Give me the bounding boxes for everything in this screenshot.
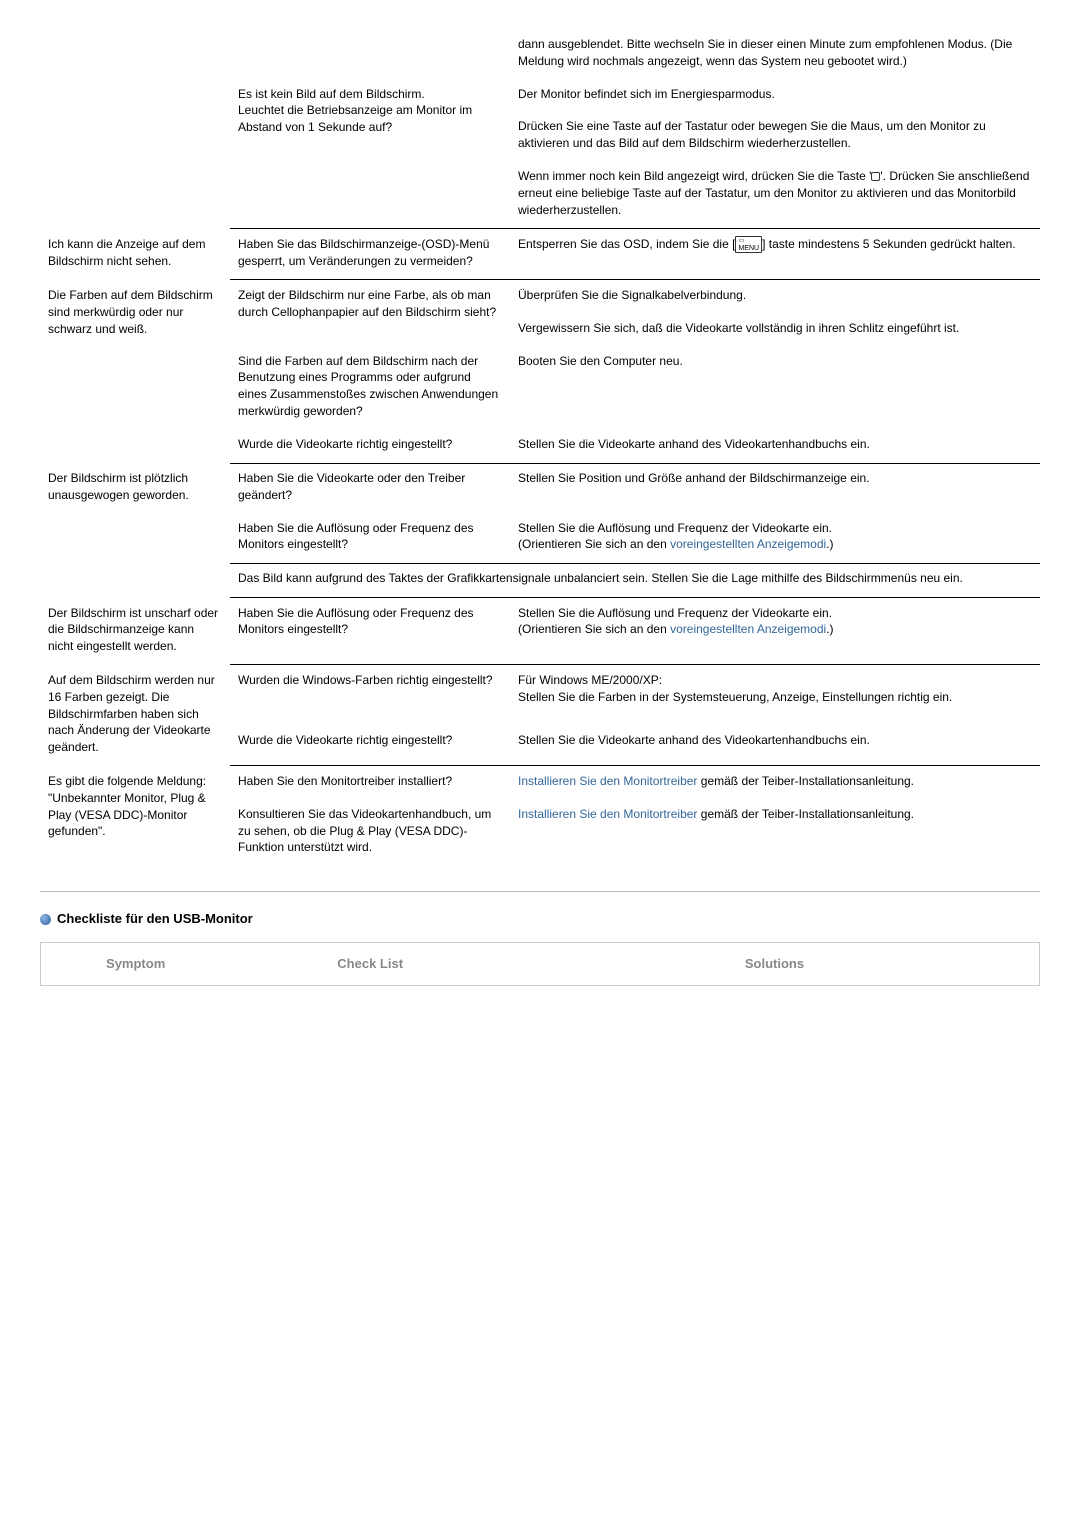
solution-text: Der Monitor befindet sich im Energiespar… — [510, 80, 1040, 113]
symptom-text: Die Farben auf dem Bildschirm sind merkw… — [40, 281, 230, 463]
check-text: Wurde die Videokarte richtig eingestellt… — [230, 430, 510, 463]
solution-text: Vergewissern Sie sich, daß die Videokart… — [510, 314, 1040, 347]
symptom-text: Es gibt die folgende Meldung: "Unbekannt… — [40, 767, 230, 866]
section-heading: Checkliste für den USB-Monitor — [40, 910, 1040, 928]
solution-text: Installieren Sie den Monitortreiber gemä… — [510, 800, 1040, 866]
note-text: Das Bild kann aufgrund des Taktes der Gr… — [230, 564, 1040, 598]
section-divider — [40, 891, 1040, 892]
usb-header-check: Check List — [230, 943, 510, 986]
usb-header-solution: Solutions — [510, 943, 1039, 986]
solution-text: Entsperren Sie das OSD, indem Sie die [▭… — [510, 230, 1040, 280]
check-text: Haben Sie die Videokarte oder den Treibe… — [230, 464, 510, 514]
preset-modes-link[interactable]: voreingestellten Anzeigemodi — [670, 622, 826, 636]
check-text: Haben Sie den Monitortreiber installiert… — [230, 767, 510, 800]
solution-text: Stellen Sie Position und Größe anhand de… — [510, 464, 1040, 514]
solution-text: Stellen Sie die Videokarte anhand des Vi… — [510, 430, 1040, 463]
solution-text: Stellen Sie die Auflösung und Frequenz d… — [510, 514, 1040, 564]
check-text: Es ist kein Bild auf dem Bildschirm. Leu… — [230, 80, 510, 229]
check-text: Sind die Farben auf dem Bildschirm nach … — [230, 347, 510, 430]
symptom-text: Der Bildschirm ist unscharf oder die Bil… — [40, 599, 230, 665]
section-title: Checkliste für den USB-Monitor — [57, 910, 253, 928]
check-text: Haben Sie die Auflösung oder Frequenz de… — [230, 514, 510, 564]
usb-checklist-table: Symptom Check List Solutions — [40, 942, 1040, 986]
symptom-text: Ich kann die Anzeige auf dem Bildschirm … — [40, 230, 230, 280]
symptom-text: Der Bildschirm ist plötzlich unausgewoge… — [40, 464, 230, 597]
check-text: Konsultieren Sie das Videokartenhandbuch… — [230, 800, 510, 866]
install-driver-link[interactable]: Installieren Sie den Monitortreiber — [518, 774, 697, 788]
solution-text: Booten Sie den Computer neu. — [510, 347, 1040, 430]
preset-modes-link[interactable]: voreingestellten Anzeigemodi — [670, 537, 826, 551]
solution-text: Für Windows ME/2000/XP: Stellen Sie die … — [510, 666, 1040, 726]
solution-text: Stellen Sie die Auflösung und Frequenz d… — [510, 599, 1040, 665]
solution-text: dann ausgeblendet. Bitte wechseln Sie in… — [510, 30, 1040, 80]
install-driver-link[interactable]: Installieren Sie den Monitortreiber — [518, 807, 697, 821]
check-text: Zeigt der Bildschirm nur eine Farbe, als… — [230, 281, 510, 347]
usb-header-symptom: Symptom — [41, 943, 231, 986]
check-text: Wurde die Videokarte richtig eingestellt… — [230, 726, 510, 766]
solution-text: Drücken Sie eine Taste auf der Tastatur … — [510, 112, 1040, 162]
troubleshoot-table: dann ausgeblendet. Bitte wechseln Sie in… — [40, 30, 1040, 866]
symptom-text: Auf dem Bildschirm werden nur 16 Farben … — [40, 666, 230, 766]
solution-text: Wenn immer noch kein Bild angezeigt wird… — [510, 162, 1040, 229]
menu-icon: ▭MENU — [735, 236, 762, 253]
solution-text: Installieren Sie den Monitortreiber gemä… — [510, 767, 1040, 800]
check-text: Wurden die Windows-Farben richtig einges… — [230, 666, 510, 726]
solution-text: Überprüfen Sie die Signalkabelverbindung… — [510, 281, 1040, 314]
check-text: Haben Sie die Auflösung oder Frequenz de… — [230, 599, 510, 665]
check-text: Haben Sie das Bildschirmanzeige-(OSD)-Me… — [230, 230, 510, 280]
solution-text: Stellen Sie die Videokarte anhand des Vi… — [510, 726, 1040, 766]
bullet-icon — [40, 914, 51, 925]
